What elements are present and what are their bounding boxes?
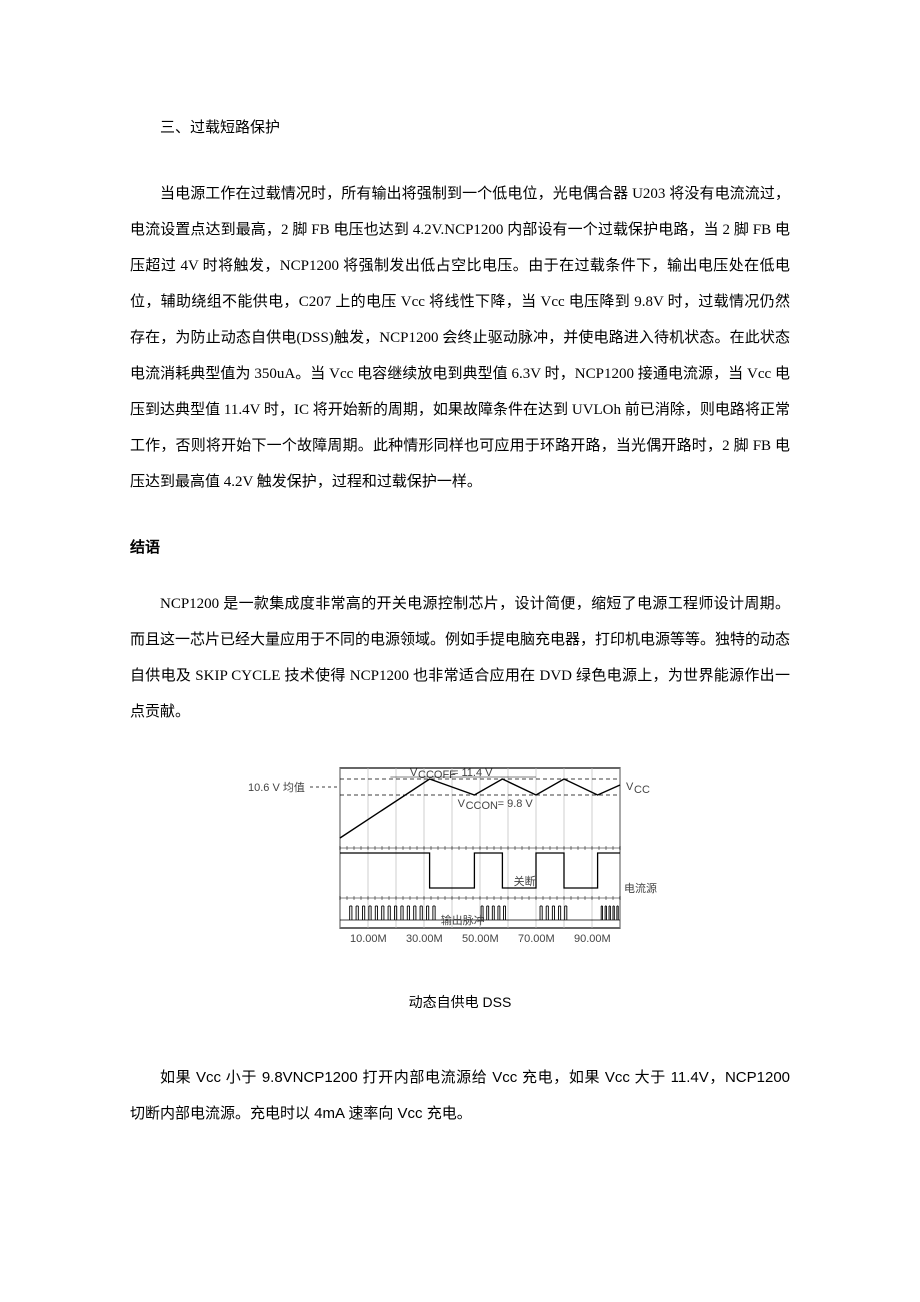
document-page: 三、过载短路保护 当电源工作在过载情况时，所有输出将强制到一个低电位，光电偶合器… <box>0 0 920 1220</box>
svg-text:输出脉冲: 输出脉冲 <box>441 913 485 927</box>
svg-text:CCOFF: CCOFF <box>418 769 456 781</box>
svg-text:电流源: 电流源 <box>624 881 657 895</box>
dss-timing-figure: VCCOFF = 11.4 VVCCON = 9.8 VVCC10.6 V 均值… <box>240 758 680 1020</box>
svg-text:CCON: CCON <box>466 800 498 812</box>
svg-text:30.00M: 30.00M <box>406 933 443 945</box>
svg-text:= 9.8 V: = 9.8 V <box>498 798 534 810</box>
svg-text:V: V <box>626 781 634 793</box>
paragraph-1: 当电源工作在过载情况时，所有输出将强制到一个低电位，光电偶合器 U203 将没有… <box>130 176 790 500</box>
dss-timing-chart: VCCOFF = 11.4 VVCCON = 9.8 VVCC10.6 V 均值… <box>240 758 680 958</box>
svg-text:关断: 关断 <box>514 874 536 888</box>
svg-text:50.00M: 50.00M <box>462 933 499 945</box>
svg-text:10.00M: 10.00M <box>350 933 387 945</box>
svg-text:CC: CC <box>634 784 650 796</box>
paragraph-2: NCP1200 是一款集成度非常高的开关电源控制芯片，设计简便，缩短了电源工程师… <box>130 586 790 730</box>
figure-caption: 动态自供电 DSS <box>240 986 680 1020</box>
paragraph-3: 如果 Vcc 小于 9.8VNCP1200 打开内部电流源给 Vcc 充电，如果… <box>130 1060 790 1132</box>
conclusion-heading: 结语 <box>130 530 790 566</box>
svg-text:70.00M: 70.00M <box>518 933 555 945</box>
svg-text:90.00M: 90.00M <box>574 933 611 945</box>
section-title: 三、过载短路保护 <box>130 110 790 146</box>
svg-text:10.6 V 均值: 10.6 V 均值 <box>248 781 305 794</box>
svg-text:V: V <box>458 798 466 810</box>
